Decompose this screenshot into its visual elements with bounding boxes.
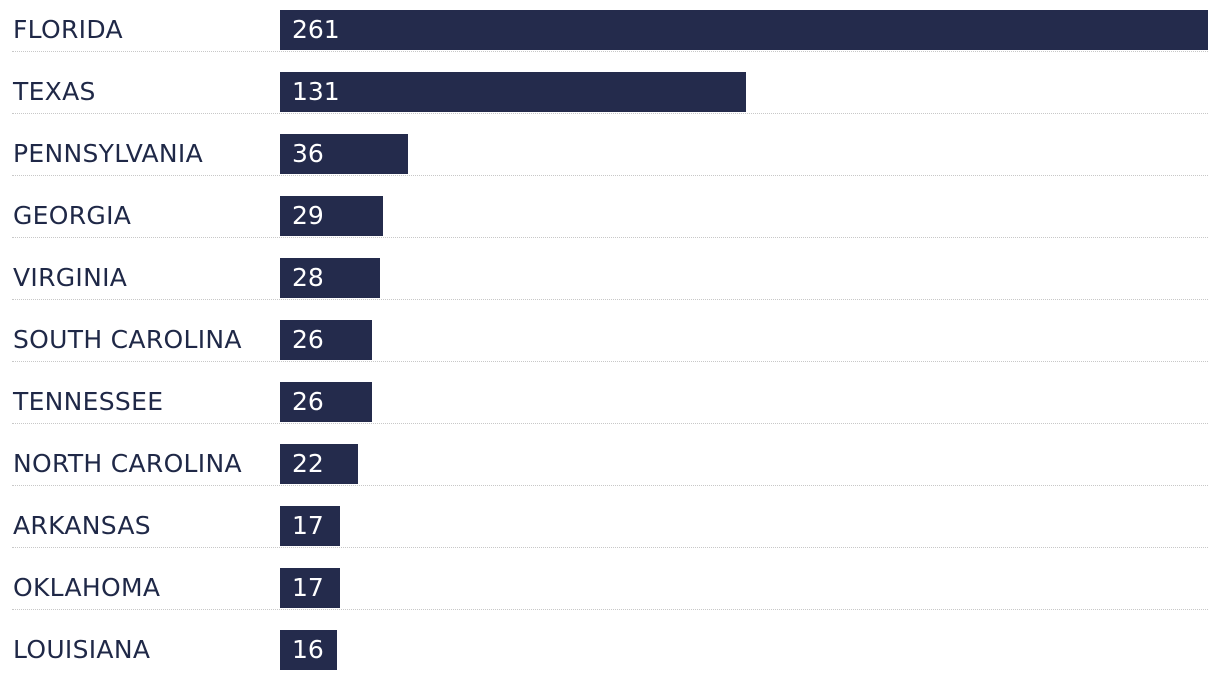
bar-value-label: 26 <box>292 387 324 416</box>
bar-row: ARKANSAS 17 <box>12 496 1208 558</box>
bar <box>280 72 746 112</box>
bar <box>280 568 340 608</box>
bar <box>280 258 380 298</box>
category-label: TENNESSEE <box>13 387 164 416</box>
bar-value-label: 16 <box>292 635 324 664</box>
bar-value-label: 36 <box>292 139 324 168</box>
row-divider <box>12 361 1208 362</box>
bar-row: FLORIDA 261 <box>12 0 1208 62</box>
row-divider <box>12 485 1208 486</box>
category-label: NORTH CAROLINA <box>13 449 242 478</box>
category-label: GEORGIA <box>13 201 132 230</box>
category-label: OKLAHOMA <box>13 573 161 602</box>
category-label: ARKANSAS <box>13 511 151 540</box>
bar <box>280 10 1208 50</box>
bar-row: NORTH CAROLINA 22 <box>12 434 1208 496</box>
bar-value-label: 22 <box>292 449 324 478</box>
bar-value-label: 17 <box>292 573 324 602</box>
category-label: VIRGINIA <box>13 263 128 292</box>
row-divider <box>12 299 1208 300</box>
row-divider <box>12 175 1208 176</box>
bar-value-label: 17 <box>292 511 324 540</box>
row-divider <box>12 423 1208 424</box>
category-label: SOUTH CAROLINA <box>13 325 242 354</box>
bar-row: TENNESSEE 26 <box>12 372 1208 434</box>
bar-value-label: 261 <box>292 15 340 44</box>
row-divider <box>12 237 1208 238</box>
bar-row: LOUISIANA 16 <box>12 620 1208 682</box>
category-label: TEXAS <box>13 77 96 106</box>
bar-value-label: 26 <box>292 325 324 354</box>
row-divider <box>12 609 1208 610</box>
category-label: LOUISIANA <box>13 635 151 664</box>
row-divider <box>12 547 1208 548</box>
category-label: FLORIDA <box>13 15 123 44</box>
row-divider <box>12 113 1208 114</box>
bar-value-label: 29 <box>292 201 324 230</box>
row-divider <box>12 51 1208 52</box>
bar-row: VIRGINIA 28 <box>12 248 1208 310</box>
bar-row: TEXAS 131 <box>12 62 1208 124</box>
bar <box>280 630 337 670</box>
bar-row: SOUTH CAROLINA 26 <box>12 310 1208 372</box>
bar <box>280 444 358 484</box>
bar-row: GEORGIA 29 <box>12 186 1208 248</box>
bar <box>280 134 408 174</box>
bar-row: PENNSYLVANIA 36 <box>12 124 1208 186</box>
bar-row: OKLAHOMA 17 <box>12 558 1208 620</box>
bar <box>280 196 383 236</box>
bar <box>280 320 372 360</box>
bar-value-label: 131 <box>292 77 340 106</box>
bar <box>280 506 340 546</box>
bar <box>280 382 372 422</box>
category-label: PENNSYLVANIA <box>13 139 203 168</box>
bar-value-label: 28 <box>292 263 324 292</box>
